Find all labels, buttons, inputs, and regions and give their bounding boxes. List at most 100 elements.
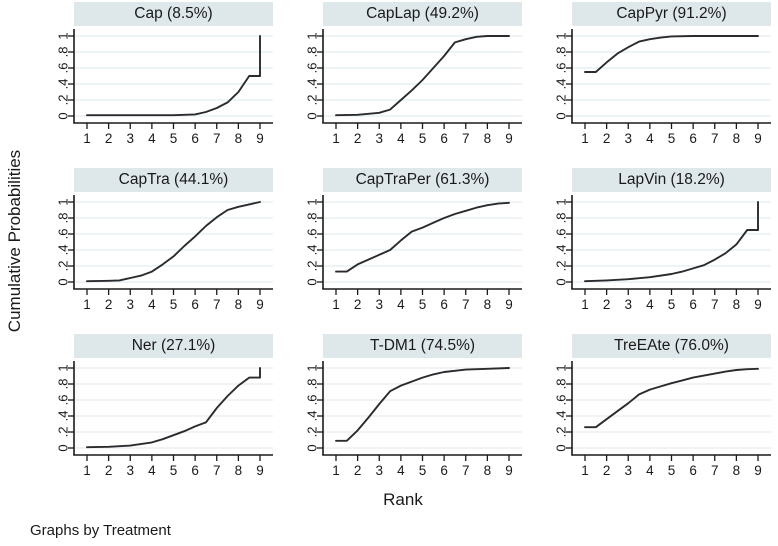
svg-text:7: 7 xyxy=(711,297,719,312)
svg-text:2: 2 xyxy=(603,463,611,478)
svg-text:4: 4 xyxy=(397,297,405,312)
svg-text:8: 8 xyxy=(484,297,492,312)
svg-text:4: 4 xyxy=(397,131,405,146)
svg-text:5: 5 xyxy=(419,131,427,146)
svg-text:6: 6 xyxy=(191,297,199,312)
svg-text:.6: .6 xyxy=(305,395,320,406)
plot-CapPyr: 0.2.4.6.811 2 3 4 5 6 7 8 9 xyxy=(554,29,771,146)
gridlines xyxy=(572,367,771,449)
series-CapTraPer xyxy=(335,201,510,273)
svg-text:7: 7 xyxy=(462,463,470,478)
svg-text:3: 3 xyxy=(126,131,134,146)
svg-text:.6: .6 xyxy=(554,63,569,74)
axes xyxy=(566,29,771,129)
axes xyxy=(317,361,522,461)
svg-text:5: 5 xyxy=(668,131,676,146)
svg-text:6: 6 xyxy=(689,131,697,146)
panel-title: T-DM1 (74.5%) xyxy=(323,334,522,358)
svg-text:8: 8 xyxy=(733,131,741,146)
svg-text:3: 3 xyxy=(375,297,383,312)
gridlines xyxy=(74,201,273,283)
svg-text:.6: .6 xyxy=(305,229,320,240)
svg-text:0: 0 xyxy=(554,278,569,285)
panel-title: CapLap (49.2%) xyxy=(323,2,522,26)
svg-text:0: 0 xyxy=(56,444,71,451)
svg-text:.2: .2 xyxy=(305,427,320,438)
svg-text:.8: .8 xyxy=(554,47,569,58)
svg-text:6: 6 xyxy=(191,463,199,478)
series-Cap xyxy=(86,35,261,117)
gridlines xyxy=(572,201,771,283)
svg-text:3: 3 xyxy=(375,131,383,146)
plot-TreEAte: 0.2.4.6.811 2 3 4 5 6 7 8 9 xyxy=(554,361,771,478)
svg-text:.8: .8 xyxy=(305,213,320,224)
svg-text:1: 1 xyxy=(581,463,589,478)
svg-text:4: 4 xyxy=(646,297,654,312)
svg-text:2: 2 xyxy=(105,463,113,478)
axes xyxy=(566,361,771,461)
plot-LapVin: 0.2.4.6.811 2 3 4 5 6 7 8 9 xyxy=(554,195,771,312)
y-tick-labels: 0 .2 .4 .6 .8 1 xyxy=(56,364,71,451)
svg-text:5: 5 xyxy=(170,463,178,478)
svg-text:5: 5 xyxy=(668,463,676,478)
svg-text:.2: .2 xyxy=(554,261,569,272)
svg-text:2: 2 xyxy=(105,131,113,146)
series-TreEAte xyxy=(584,367,759,429)
svg-text:3: 3 xyxy=(375,463,383,478)
svg-text:.2: .2 xyxy=(56,427,71,438)
svg-text:4: 4 xyxy=(646,131,654,146)
svg-text:1: 1 xyxy=(332,297,340,312)
series-CapTra xyxy=(86,201,261,283)
series-Ner xyxy=(86,367,261,449)
plot-CapTra: 0.2.4.6.811 2 3 4 5 6 7 8 9 xyxy=(56,195,273,312)
panel-title: TreEAte (76.0%) xyxy=(572,334,771,358)
svg-text:.6: .6 xyxy=(305,63,320,74)
svg-text:5: 5 xyxy=(170,297,178,312)
svg-text:6: 6 xyxy=(440,297,448,312)
plot-Ner: 0.2.4.6.811 2 3 4 5 6 7 8 9 xyxy=(56,361,273,478)
y-axis-label-text: Cumulative Probabilities xyxy=(5,149,24,333)
svg-text:6: 6 xyxy=(191,131,199,146)
svg-text:1: 1 xyxy=(305,32,320,39)
svg-text:8: 8 xyxy=(484,131,492,146)
panel-TreEAte: TreEAte (76.0%) 0.2.4.6.8 1 1 2 3 4 5 6 7 8 9 xyxy=(528,334,775,482)
svg-text:8: 8 xyxy=(733,297,741,312)
y-tick-labels: 0 .2 .4 .6 .8 1 xyxy=(305,198,320,285)
y-tick-labels: 0 .2 .4 .6 .8 1 xyxy=(554,198,569,285)
svg-text:9: 9 xyxy=(505,463,513,478)
svg-text:.8: .8 xyxy=(56,213,71,224)
panel-title: CapTra (44.1%) xyxy=(74,168,273,192)
y-tick-labels: 0 .2 .4 .6 .8 1 xyxy=(56,32,71,119)
svg-text:4: 4 xyxy=(148,297,156,312)
svg-text:6: 6 xyxy=(689,463,697,478)
svg-text:1: 1 xyxy=(554,32,569,39)
svg-text:.6: .6 xyxy=(554,229,569,240)
svg-text:.6: .6 xyxy=(56,63,71,74)
gridlines xyxy=(74,367,273,449)
svg-text:5: 5 xyxy=(419,297,427,312)
axes xyxy=(68,195,273,295)
panel-CapLap: CapLap (49.2%) 0.2.4.6.8 1 1 2 3 4 5 6 7 8 9 xyxy=(279,2,526,150)
axes xyxy=(317,195,522,295)
svg-text:0: 0 xyxy=(554,112,569,119)
svg-text:9: 9 xyxy=(754,463,762,478)
axes xyxy=(68,361,273,461)
svg-text:9: 9 xyxy=(754,131,762,146)
series-T-DM1 xyxy=(335,367,510,442)
series-CapPyr xyxy=(584,35,759,73)
svg-text:9: 9 xyxy=(754,297,762,312)
svg-text:0: 0 xyxy=(305,112,320,119)
svg-text:7: 7 xyxy=(462,297,470,312)
svg-text:.2: .2 xyxy=(554,427,569,438)
svg-text:3: 3 xyxy=(624,131,632,146)
svg-text:2: 2 xyxy=(354,463,362,478)
axes xyxy=(317,29,522,129)
svg-text:5: 5 xyxy=(170,131,178,146)
svg-text:1: 1 xyxy=(56,32,71,39)
svg-text:.2: .2 xyxy=(305,95,320,106)
svg-text:1: 1 xyxy=(305,364,320,371)
svg-text:.4: .4 xyxy=(554,79,569,90)
